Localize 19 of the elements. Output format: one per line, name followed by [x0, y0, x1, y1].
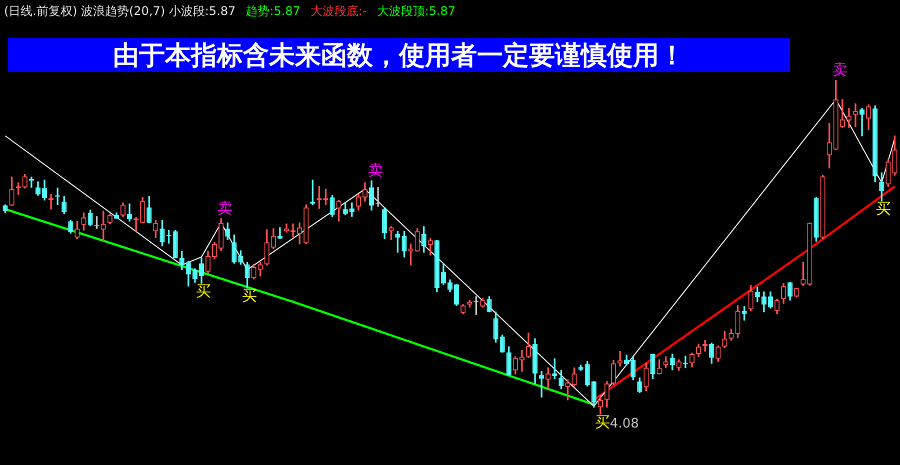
candlestick [846, 108, 852, 128]
text: 大波段底:- [310, 3, 367, 20]
candlestick [852, 103, 858, 128]
annotation: 买 [196, 282, 211, 300]
annotation: 卖 [368, 161, 384, 180]
candlestick [617, 351, 623, 366]
text: 4.08 [610, 416, 639, 432]
candlestick [859, 108, 865, 136]
annotation: 买 [594, 412, 610, 431]
chart-subtitle: 由于本指标含未来函数，使用者一定要谨慎使用！ [8, 38, 790, 72]
candlestick [519, 350, 524, 372]
annotation: 买 [876, 200, 892, 218]
chart-title: (日线.前复权) 波浪趋势(20,7) 小波段:5.87 [4, 3, 236, 20]
text: 趋势:5.87 [246, 3, 300, 20]
annotation: 卖 [832, 60, 848, 78]
text: 大波段顶:5.87 [376, 3, 456, 20]
annotation: 买 [242, 286, 257, 305]
candlestick [539, 371, 544, 398]
annotation: 卖 [218, 198, 233, 217]
